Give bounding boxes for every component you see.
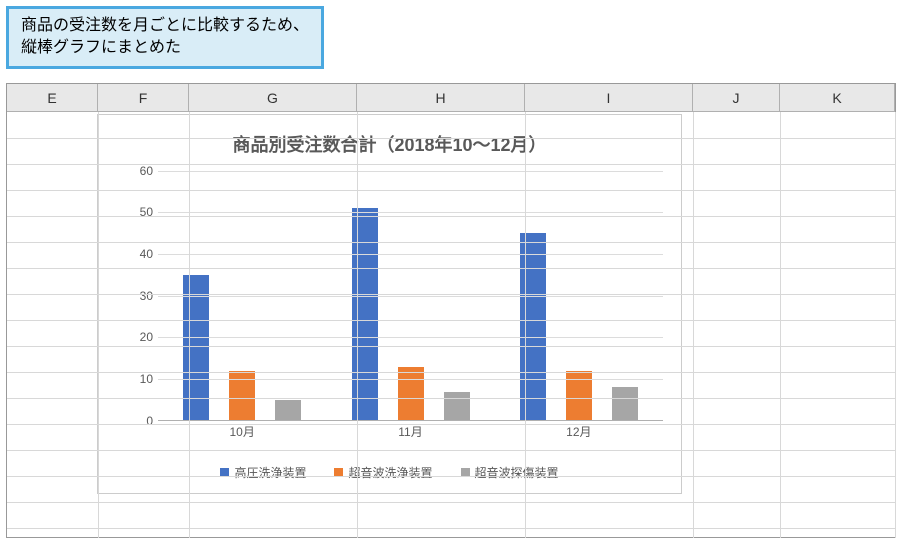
grid-row-line	[7, 242, 895, 243]
gridline	[158, 254, 663, 255]
grid-col-line	[525, 112, 526, 538]
y-tick-label: 40	[140, 247, 153, 261]
bar	[444, 392, 470, 421]
column-header[interactable]: K	[780, 84, 895, 111]
x-axis-labels: 10月 11月 12月	[158, 423, 663, 443]
legend: 高圧洗浄装置 超音波洗浄装置 超音波探傷装置	[98, 464, 681, 481]
y-tick-label: 0	[146, 414, 153, 428]
column-header[interactable]: J	[693, 84, 780, 111]
grid-row-line	[7, 268, 895, 269]
grid-col-line	[98, 112, 99, 538]
y-tick-label: 10	[140, 372, 153, 386]
bar	[398, 367, 424, 421]
grid-row-line	[7, 528, 895, 529]
grid-row-line	[7, 216, 895, 217]
grid-col-line	[693, 112, 694, 538]
column-headers-row: EFGHIJK	[7, 84, 895, 112]
column-header[interactable]: G	[189, 84, 357, 111]
plot-area: 0102030405060 10月11月12月	[158, 171, 663, 421]
spreadsheet-frame: EFGHIJK 商品別受注数合計（2018年10～12月） 0102030405…	[6, 83, 896, 538]
gridline	[158, 379, 663, 380]
annotation-line2: 縦棒グラフにまとめた	[21, 39, 181, 56]
grid-row-line	[7, 502, 895, 503]
y-tick-label: 20	[140, 330, 153, 344]
legend-item: 超音波洗浄装置	[334, 464, 432, 481]
legend-item: 高圧洗浄装置	[220, 464, 306, 481]
grid-row-line	[7, 138, 895, 139]
x-tick-label: 11月	[398, 423, 422, 440]
grid-col-line	[780, 112, 781, 538]
legend-item: 超音波探傷装置	[461, 464, 559, 481]
y-tick-label: 50	[140, 205, 153, 219]
grid-row-line	[7, 450, 895, 451]
legend-label: 高圧洗浄装置	[234, 464, 306, 481]
legend-label: 超音波探傷装置	[475, 464, 559, 481]
grid-row-line	[7, 164, 895, 165]
gridline	[158, 296, 663, 297]
grid-row-line	[7, 398, 895, 399]
gridline	[158, 337, 663, 338]
column-header[interactable]: H	[357, 84, 525, 111]
x-tick-label: 12月	[566, 423, 591, 440]
grid-row-line	[7, 320, 895, 321]
bar	[352, 208, 378, 421]
y-tick-label: 60	[140, 164, 153, 178]
y-tick-label: 30	[140, 289, 153, 303]
chart-container: 商品別受注数合計（2018年10～12月） 0102030405060 10月1…	[97, 114, 682, 494]
chart-title: 商品別受注数合計（2018年10～12月）	[98, 115, 681, 165]
bar	[520, 233, 546, 421]
gridline	[158, 212, 663, 213]
gridline	[158, 171, 663, 172]
grid-row-line	[7, 476, 895, 477]
y-axis: 0102030405060	[123, 171, 153, 421]
grid-row-line	[7, 294, 895, 295]
annotation-callout: 商品の受注数を月ごとに比較するため、 縦棒グラフにまとめた	[6, 6, 324, 69]
bar	[612, 387, 638, 420]
annotation-line1: 商品の受注数を月ごとに比較するため、	[21, 17, 309, 34]
column-header[interactable]: I	[525, 84, 693, 111]
grid-area: 商品別受注数合計（2018年10～12月） 0102030405060 10月1…	[7, 112, 895, 538]
column-header[interactable]: F	[98, 84, 189, 111]
x-tick-label: 10月	[229, 423, 254, 440]
grid-col-line	[189, 112, 190, 538]
x-axis-line	[158, 420, 663, 421]
grid-row-line	[7, 346, 895, 347]
bar	[275, 400, 301, 421]
grid-col-line	[357, 112, 358, 538]
grid-row-line	[7, 372, 895, 373]
grid-col-line	[895, 112, 896, 538]
grid-row-line	[7, 190, 895, 191]
column-header[interactable]: E	[7, 84, 98, 111]
grid-row-line	[7, 424, 895, 425]
bar	[183, 275, 209, 421]
legend-label: 超音波洗浄装置	[348, 464, 432, 481]
